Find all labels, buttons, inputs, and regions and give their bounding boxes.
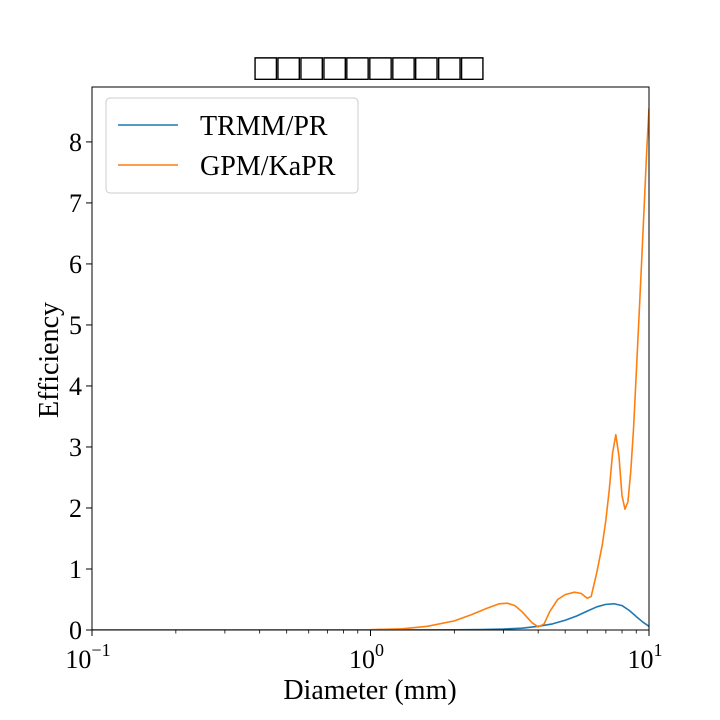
legend-label-0: TRMM/PR: [200, 111, 328, 142]
legend: TRMM/PR GPM/KaPR: [105, 97, 359, 194]
x-tick-label: 101: [628, 640, 663, 674]
y-tick-label: 7: [69, 189, 82, 218]
legend-box: [105, 97, 359, 194]
y-tick-label: 2: [69, 494, 82, 523]
series-line-0: [92, 602, 649, 630]
y-tick-label: 8: [69, 128, 82, 157]
legend-label-1: GPM/KaPR: [200, 151, 336, 182]
x-tick-label: 100: [349, 640, 384, 674]
y-tick-label: 1: [69, 555, 82, 584]
y-tick-label: 0: [69, 616, 82, 645]
y-tick-label: 5: [69, 311, 82, 340]
x-axis-label: Diameter (mm): [283, 675, 456, 706]
y-tick-label: 4: [69, 372, 82, 401]
y-tick-label: 3: [69, 433, 82, 462]
series-line-1: [92, 108, 649, 630]
x-tick-label: 10−1: [65, 640, 110, 674]
y-axis-label: Efficiency: [34, 302, 65, 418]
x-axis-ticks: 10−1 100 101: [65, 630, 663, 674]
chart-title: □□□□□□□□□□: [254, 47, 484, 89]
y-axis-ticks: 0 1 2 3 4 5 6 7 8: [69, 128, 92, 645]
y-tick-label: 6: [69, 250, 82, 279]
